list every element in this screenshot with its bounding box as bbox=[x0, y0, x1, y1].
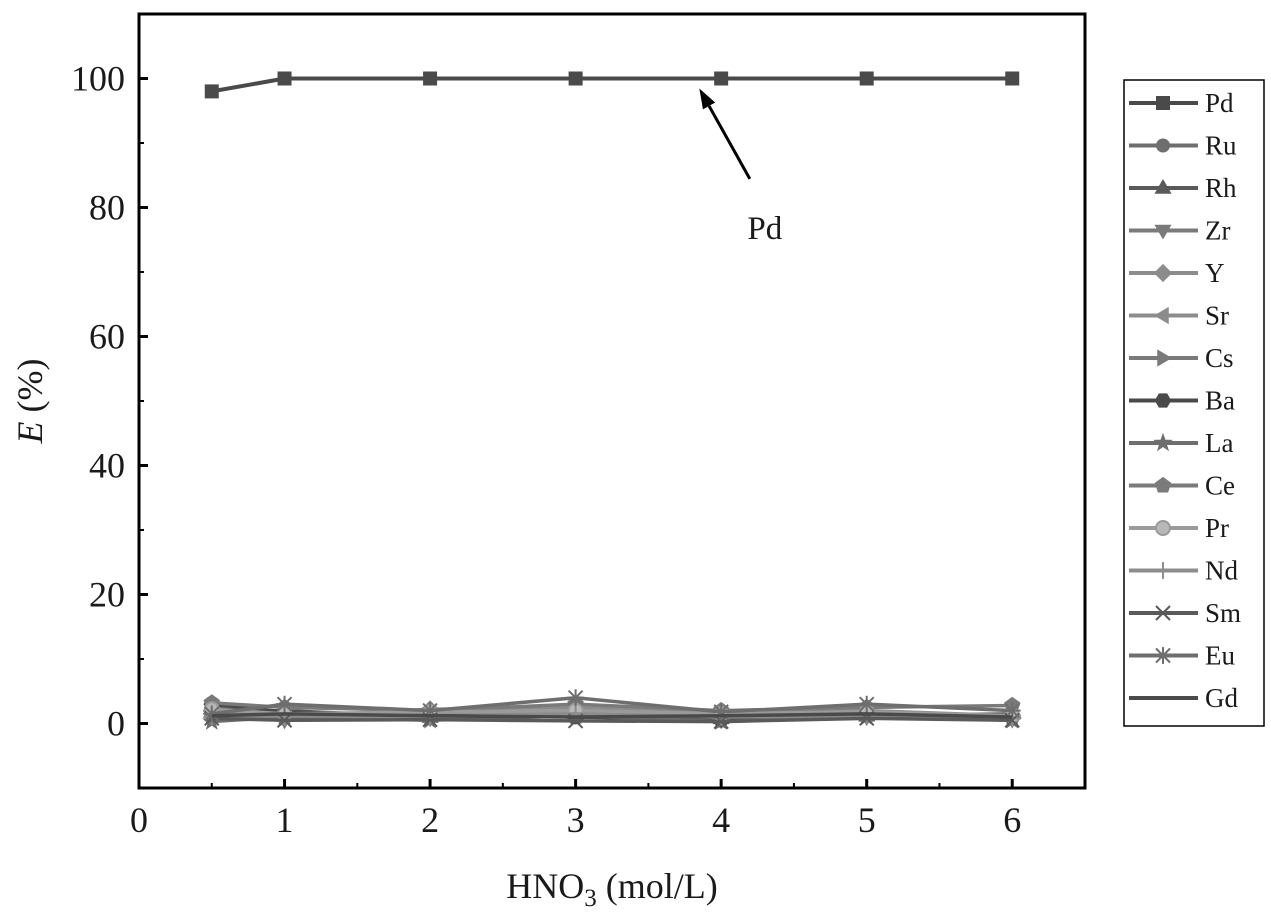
data-point-eu bbox=[203, 705, 221, 723]
legend-marker-nd bbox=[1154, 562, 1172, 579]
legend-label-pr: Pr bbox=[1205, 513, 1229, 543]
legend-label-cs: Cs bbox=[1205, 343, 1234, 373]
plot-area bbox=[201, 71, 1023, 730]
legend-label-zr: Zr bbox=[1205, 216, 1230, 246]
legend-label-ru: Ru bbox=[1205, 131, 1237, 161]
data-point-pd bbox=[568, 71, 583, 86]
y-tick-label: 20 bbox=[89, 575, 125, 615]
legend-label-pd: Pd bbox=[1205, 88, 1234, 118]
legend-label-rh: Rh bbox=[1205, 173, 1237, 203]
legend-label-sr: Sr bbox=[1205, 301, 1229, 331]
legend-marker-sm bbox=[1155, 605, 1171, 621]
legend-marker-pd bbox=[1156, 96, 1170, 110]
x-axis-title: HNO3 (mol/L) bbox=[506, 866, 717, 912]
legend-entry-ru: Ru bbox=[1129, 131, 1237, 161]
pd-annotation: Pd bbox=[699, 88, 783, 247]
legend-box bbox=[1123, 79, 1265, 727]
legend-marker-ru bbox=[1156, 138, 1170, 153]
legend-marker-y bbox=[1153, 263, 1173, 283]
series-pd bbox=[204, 71, 1020, 99]
series-eu bbox=[203, 689, 1021, 723]
legend-entry-pr: Pr bbox=[1129, 513, 1229, 543]
legend-entry-y: Y bbox=[1129, 258, 1225, 288]
legend-entry-ce: Ce bbox=[1129, 471, 1235, 501]
legend-marker-ce bbox=[1154, 476, 1172, 493]
y-tick-label: 60 bbox=[89, 317, 125, 357]
legend-entry-sr: Sr bbox=[1129, 301, 1229, 331]
data-point-eu bbox=[567, 689, 585, 707]
data-point-pd bbox=[423, 71, 438, 86]
legend-entry-cs: Cs bbox=[1129, 343, 1234, 373]
data-point-pd bbox=[1005, 71, 1020, 86]
legend-marker-rh bbox=[1154, 178, 1172, 194]
series-line-gd bbox=[211, 712, 1013, 719]
x-tick-label: 1 bbox=[276, 800, 294, 840]
annotation-arrow-head bbox=[699, 88, 716, 110]
legend-label-ba: Ba bbox=[1205, 386, 1235, 416]
x-tick-label: 6 bbox=[1003, 800, 1021, 840]
legend-entry-ba: Ba bbox=[1129, 386, 1235, 416]
y-tick-label: 80 bbox=[89, 188, 125, 228]
data-point-pd bbox=[277, 71, 292, 86]
legend-entry-pd: Pd bbox=[1129, 88, 1234, 118]
data-point-pd bbox=[714, 71, 729, 86]
legend-entry-gd: Gd bbox=[1129, 683, 1238, 713]
legend-entry-zr: Zr bbox=[1129, 216, 1230, 246]
legend-marker-sr bbox=[1153, 306, 1169, 325]
legend-entry-nd: Nd bbox=[1129, 556, 1238, 586]
series-line-pd bbox=[211, 76, 1013, 94]
legend-entry-rh: Rh bbox=[1129, 173, 1237, 203]
legend-label-eu: Eu bbox=[1205, 641, 1235, 671]
legend-entry-sm: Sm bbox=[1129, 598, 1241, 628]
legend-marker-cs bbox=[1157, 349, 1173, 367]
legend-marker-ba bbox=[1154, 393, 1172, 408]
legend-marker-pr bbox=[1155, 520, 1171, 536]
legend: Pd Ru Rh Zr Y Sr Cs Ba La Ce Pr Nd Sm Eu Gd bbox=[1123, 79, 1265, 727]
x-tick-label: 3 bbox=[567, 800, 585, 840]
y-tick-label: 100 bbox=[71, 59, 125, 99]
data-point-eu bbox=[858, 695, 876, 713]
legend-marker-la bbox=[1153, 432, 1173, 452]
legend-marker-eu bbox=[1154, 647, 1172, 664]
data-point-pd bbox=[859, 71, 874, 86]
legend-label-la: La bbox=[1205, 428, 1233, 458]
legend-label-ce: Ce bbox=[1205, 471, 1235, 501]
plot-frame bbox=[137, 12, 1087, 790]
legend-entry-eu: Eu bbox=[1129, 641, 1235, 671]
x-tick-label: 5 bbox=[858, 800, 876, 840]
x-tick-label: 2 bbox=[421, 800, 439, 840]
data-point-eu bbox=[712, 703, 730, 721]
x-tick-label: 4 bbox=[712, 800, 730, 840]
y-tick-label: 40 bbox=[89, 446, 125, 486]
legend-label-sm: Sm bbox=[1205, 598, 1241, 628]
series-gd bbox=[211, 712, 1013, 719]
data-point-pd bbox=[204, 84, 219, 99]
legend-label-gd: Gd bbox=[1205, 683, 1238, 713]
y-tick-label: 0 bbox=[107, 704, 125, 744]
legend-label-nd: Nd bbox=[1205, 556, 1238, 586]
legend-entry-la: La bbox=[1129, 428, 1233, 458]
y-axis-title: E (%) bbox=[10, 359, 50, 445]
legend-marker-zr bbox=[1154, 224, 1172, 240]
data-point-eu bbox=[276, 695, 293, 713]
legend-label-y: Y bbox=[1205, 258, 1225, 288]
x-tick-label: 0 bbox=[130, 800, 148, 840]
annotation-arrow-line bbox=[707, 105, 752, 180]
annotation-label: Pd bbox=[747, 211, 782, 247]
